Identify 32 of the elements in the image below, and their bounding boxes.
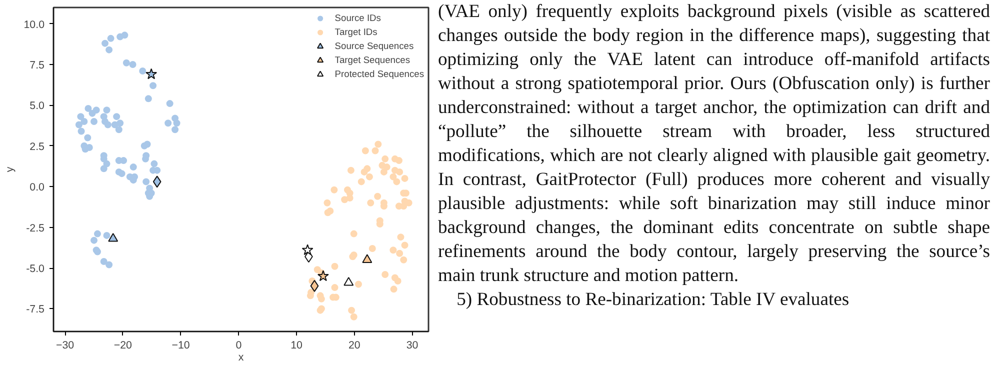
- text: (VAE only) frequently exploits background pixels (visible as scattered changes outside the body region in the difference maps), suggesting that optimizing only the VAE latent can introduce off-manifold artifacts without a strong spatiotemporal prior. Ours (Obfuscation only) is further underconstrained: without a target anchor, the optimization can drift and “pollute” the silhouette stream with broader, less structured modifications, which are not clearly aligned with plausible gait geometry. In contrast, GaitProtector (Full) produces more coherent and visually plausible adjustments: while soft binarization may still induce minor background changes, the dominant edits concentrate on subtle shape refinements around the body contour, largely preserving the source’s main trunk structure and motion pattern.: [438, 1, 990, 286]
- x-tick-label: 20: [348, 340, 360, 352]
- y-tick-label: -2.5: [26, 222, 45, 234]
- legend-label: Source Sequences: [334, 40, 414, 52]
- y-tick-label: 7.5: [30, 59, 45, 72]
- x-tick-label: 30: [406, 340, 418, 352]
- y-axis-title: y: [4, 166, 16, 172]
- x-tick-label: −30: [56, 340, 74, 352]
- text: 5) Robustness to Re-binarization: Table IV evaluates: [456, 288, 850, 312]
- x-axis-title: x: [238, 352, 244, 364]
- point: [310, 280, 319, 292]
- y-tick-label: 5.0: [30, 100, 45, 112]
- legend-label: Protected Sequences: [334, 68, 424, 80]
- point: [146, 68, 158, 80]
- y-tick-label: -5.0: [26, 263, 45, 276]
- point: [108, 233, 118, 242]
- y-tick-label: -7.5: [26, 304, 45, 316]
- point: [362, 254, 372, 263]
- y-tick-label: 10.0: [24, 18, 45, 31]
- point: [317, 270, 329, 282]
- x-tick-label: 0: [236, 340, 242, 352]
- x-tick-label: −20: [114, 340, 132, 352]
- legend-label: Target Sequences: [334, 54, 410, 66]
- legend-label: Target IDs: [334, 26, 378, 38]
- y-tick-label: 0.0: [30, 182, 45, 194]
- y-tick-label: 2.5: [30, 140, 45, 153]
- x-tick-label: −10: [172, 340, 190, 352]
- x-tick-label: 10: [290, 340, 303, 352]
- point: [152, 176, 162, 188]
- point: [344, 276, 354, 286]
- point: [302, 244, 314, 256]
- legend-label: Source IDs: [334, 12, 381, 24]
